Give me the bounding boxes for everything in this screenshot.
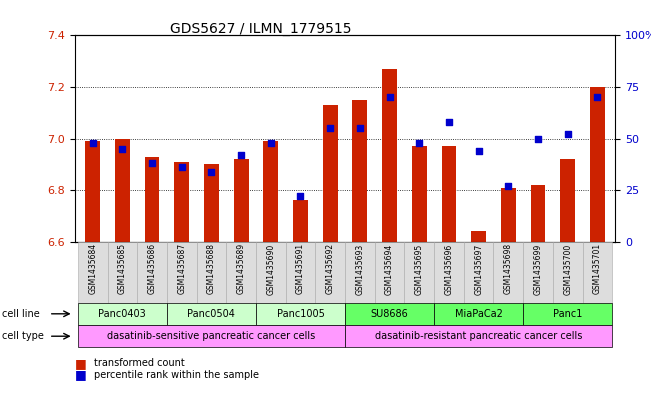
Bar: [204, 164, 219, 242]
Bar: [174, 162, 189, 242]
Text: GSM1435700: GSM1435700: [563, 243, 572, 294]
Text: ■: ■: [75, 368, 87, 382]
Bar: [234, 159, 249, 242]
Text: dasatinib-resistant pancreatic cancer cells: dasatinib-resistant pancreatic cancer ce…: [375, 331, 582, 341]
Bar: [85, 141, 100, 242]
Text: GSM1435697: GSM1435697: [474, 243, 483, 294]
Bar: [471, 231, 486, 242]
Bar: [145, 156, 159, 242]
Point: [296, 193, 306, 200]
Point: [206, 169, 217, 175]
Bar: [323, 105, 338, 242]
Text: GSM1435684: GSM1435684: [88, 243, 97, 294]
Point: [444, 119, 454, 125]
Bar: [293, 200, 308, 242]
Point: [562, 131, 573, 138]
Bar: [531, 185, 546, 242]
Text: ■: ■: [75, 356, 87, 370]
Point: [147, 160, 158, 167]
Bar: [352, 100, 367, 242]
Point: [355, 125, 365, 131]
Bar: [590, 87, 605, 242]
Bar: [441, 146, 456, 242]
Point: [503, 183, 514, 189]
Text: GSM1435693: GSM1435693: [355, 243, 365, 294]
Point: [533, 136, 543, 142]
Text: transformed count: transformed count: [94, 358, 185, 368]
Text: GDS5627 / ILMN_1779515: GDS5627 / ILMN_1779515: [170, 22, 351, 36]
Text: GSM1435694: GSM1435694: [385, 243, 394, 294]
Point: [325, 125, 335, 131]
Text: Panc0504: Panc0504: [187, 309, 236, 319]
Text: GSM1435687: GSM1435687: [177, 243, 186, 294]
Text: GSM1435698: GSM1435698: [504, 243, 513, 294]
Bar: [115, 139, 130, 242]
Text: MiaPaCa2: MiaPaCa2: [454, 309, 503, 319]
Text: GSM1435691: GSM1435691: [296, 243, 305, 294]
Point: [176, 164, 187, 171]
Bar: [382, 69, 397, 242]
Text: GSM1435688: GSM1435688: [207, 243, 216, 294]
Text: dasatinib-sensitive pancreatic cancer cells: dasatinib-sensitive pancreatic cancer ce…: [107, 331, 316, 341]
Point: [414, 140, 424, 146]
Text: GSM1435690: GSM1435690: [266, 243, 275, 294]
Point: [236, 152, 246, 158]
Text: cell line: cell line: [2, 309, 40, 319]
Bar: [264, 141, 278, 242]
Point: [117, 146, 128, 152]
Text: SU8686: SU8686: [370, 309, 408, 319]
Point: [87, 140, 98, 146]
Text: GSM1435696: GSM1435696: [445, 243, 454, 294]
Text: GSM1435685: GSM1435685: [118, 243, 127, 294]
Text: GSM1435701: GSM1435701: [593, 243, 602, 294]
Text: Panc0403: Panc0403: [98, 309, 146, 319]
Bar: [561, 159, 575, 242]
Bar: [412, 146, 426, 242]
Text: GSM1435699: GSM1435699: [534, 243, 542, 294]
Point: [384, 94, 395, 101]
Text: cell type: cell type: [2, 331, 44, 341]
Text: Panc1005: Panc1005: [277, 309, 324, 319]
Point: [473, 148, 484, 154]
Text: Panc1: Panc1: [553, 309, 583, 319]
Bar: [501, 187, 516, 242]
Point: [592, 94, 603, 101]
Text: GSM1435692: GSM1435692: [326, 243, 335, 294]
Text: GSM1435686: GSM1435686: [148, 243, 156, 294]
Text: percentile rank within the sample: percentile rank within the sample: [94, 370, 259, 380]
Point: [266, 140, 276, 146]
Text: GSM1435695: GSM1435695: [415, 243, 424, 294]
Text: GSM1435689: GSM1435689: [236, 243, 245, 294]
